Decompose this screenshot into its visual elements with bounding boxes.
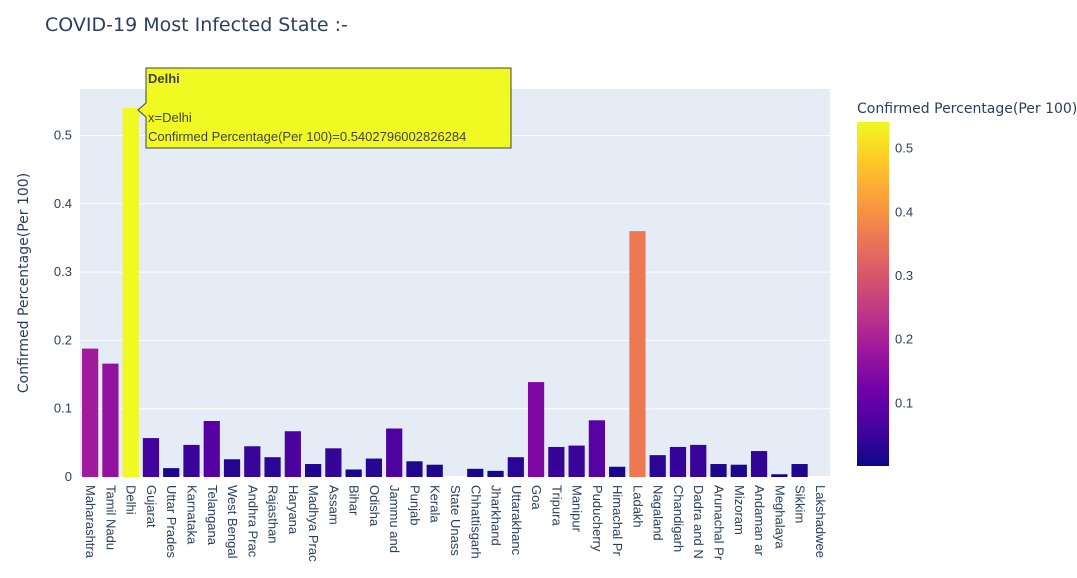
colorbar-title: Confirmed Percentage(Per 100) [857,101,1077,117]
bar[interactable] [305,464,322,477]
x-tick-label: Tripura [549,485,564,526]
bar[interactable] [568,445,585,477]
bar[interactable] [487,470,504,477]
x-tick-label: Manipur [570,485,585,533]
y-tick-label: 0 [65,469,72,484]
x-tick-label: Puducherry [590,485,605,552]
bar[interactable] [609,466,626,477]
x-tick-label: Telangana [205,485,220,546]
y-tick-label: 0.2 [54,332,72,347]
colorbar-tick-label: 0.1 [895,395,913,410]
bar[interactable] [122,107,139,477]
x-tick-label: Dadra and N [691,485,706,559]
bar[interactable] [345,469,362,477]
bar[interactable] [507,457,524,477]
bars [82,107,808,477]
x-tick-label: Jharkhand [489,485,504,546]
y-tick-label: 0.3 [54,264,72,279]
y-tick-label: 0.4 [54,196,72,211]
x-tick-label: Andhra Prac [245,485,260,558]
bar[interactable] [669,446,687,477]
x-tick-label: Delhi [124,485,139,515]
x-tick-label: Maharashtra [83,485,98,559]
colorbar-tick-label: 0.5 [895,141,913,156]
bar[interactable] [82,348,99,477]
bar[interactable] [163,468,180,477]
bar[interactable] [730,464,747,477]
x-tick-label: Madhya Prac [306,485,321,562]
x-tick-label: Meghalaya [772,485,787,549]
colorbar [857,122,889,466]
bar[interactable] [649,455,666,477]
x-tick-label: Tamil Nadu [103,485,118,550]
x-tick-label: Uttar Prades [164,485,179,558]
x-tick-label: Nagaland [651,485,666,541]
x-tick-label: Odisha [367,485,382,527]
x-tick-label: Jammu and [387,485,402,553]
x-tick-label: Goa [529,485,544,510]
bar[interactable] [284,431,301,477]
bar[interactable] [365,458,383,477]
x-tick-label: West Bengal [225,485,240,559]
colorbar-tick-label: 0.2 [895,332,913,347]
bar[interactable] [244,446,261,477]
plot-area [80,89,830,477]
x-tick-label: State Unass [448,485,463,556]
bar[interactable] [467,468,484,477]
x-tick-label: Mizoram [732,485,747,535]
bar[interactable] [386,428,403,477]
x-tick-label: Uttarakhanc [509,485,524,556]
tooltip-header: Delhi [148,71,180,86]
x-tick-label: Lakshadwee [813,485,828,558]
x-tick-label: Punjab [407,485,422,525]
colorbar-tick-label: 0.4 [895,204,913,219]
y-axis-ticks: 0 0.1 0.2 0.3 0.4 0.5 [54,128,72,485]
bar[interactable] [588,420,605,477]
bar[interactable] [771,474,788,477]
tooltip-box [137,67,512,149]
x-tick-label: Andaman ar [752,485,767,556]
y-tick-label: 0.1 [54,401,72,416]
bar[interactable] [750,451,768,477]
x-tick-label: Bihar [347,485,362,516]
bar[interactable] [406,461,423,477]
hover-tooltip: Delhi x=Delhi Confirmed Percentage(Per 1… [137,67,512,149]
bar[interactable] [426,464,443,477]
x-tick-label: Chandigarh [671,485,686,552]
x-tick-label: Kerala [428,485,443,523]
tooltip-x-line: x=Delhi [148,110,192,125]
bar[interactable] [183,444,200,477]
x-axis-ticks: Maharashtra Tamil Nadu Delhi Gujarat Uttar P… [83,485,828,562]
bar[interactable] [548,446,565,477]
bar[interactable] [710,464,727,477]
chart-title: COVID-19 Most Infected State :- [45,14,348,36]
x-tick-label: Sikkim [793,485,808,523]
colorbar-ticks: 0.1 0.2 0.3 0.4 0.5 [895,141,913,411]
y-tick-label: 0.5 [54,128,72,143]
bar[interactable] [223,459,241,477]
x-tick-label: Gujarat [144,485,159,528]
x-tick-label: Arunachal Pr [712,485,727,561]
x-tick-label: Karnataka [184,485,199,545]
bar[interactable] [264,457,281,477]
bar[interactable] [102,363,119,477]
bar[interactable] [142,438,160,477]
y-axis-title: Confirmed Percentage(Per 100) [16,173,32,393]
bar[interactable] [527,382,545,477]
x-tick-label: Rajasthan [266,485,281,544]
bar[interactable] [629,231,646,477]
bar[interactable] [690,444,707,477]
colorbar-tick-label: 0.3 [895,268,913,283]
bar[interactable] [791,464,808,477]
x-tick-label: Assam [326,485,341,525]
bar[interactable] [203,420,220,477]
x-tick-label: Haryana [286,485,301,535]
x-tick-label: Himachal Pr [610,485,625,556]
bar[interactable] [325,448,342,477]
x-tick-label: Ladakh [630,485,645,528]
tooltip-value-line: Confirmed Percentage(Per 100)=0.54027960… [148,129,466,144]
x-tick-label: Chhattisgarh [468,485,483,559]
